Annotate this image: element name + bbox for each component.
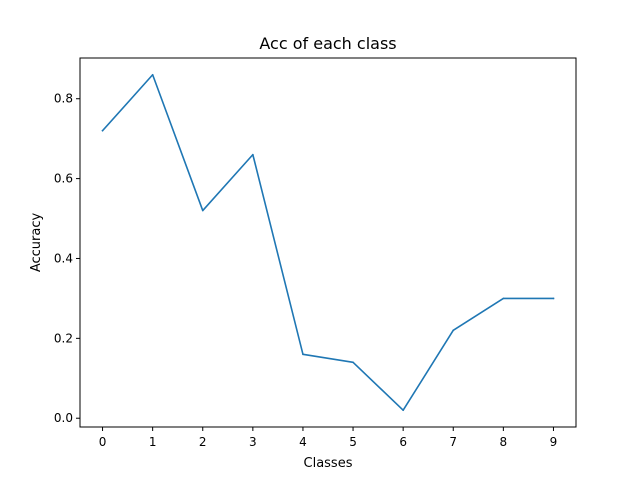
y-axis-label: Accuracy	[29, 213, 44, 273]
data-point	[352, 361, 354, 364]
data-point	[252, 153, 254, 156]
chart-title: Acc of each class	[259, 34, 396, 53]
plot-area-frame	[79, 57, 577, 428]
y-tick-label: 0.0	[54, 411, 73, 425]
data-point	[302, 353, 304, 356]
y-tick-label: 0.4	[54, 251, 73, 265]
data-point	[552, 297, 555, 300]
x-tick-label: 2	[199, 435, 207, 449]
data-point	[452, 329, 455, 332]
x-tick-label: 3	[249, 435, 257, 449]
x-tick-label: 6	[399, 435, 407, 449]
y-tick-label: 0.8	[54, 92, 73, 106]
x-tick-label: 9	[550, 435, 558, 449]
x-tick-label: 8	[500, 435, 508, 449]
data-point	[502, 297, 505, 300]
data-point	[101, 129, 104, 132]
x-axis-ticks: 0 1 2 3 4 5 6 7 8 9	[99, 427, 558, 449]
y-tick-label: 0.6	[54, 172, 73, 186]
x-axis-label: Classes	[304, 456, 353, 471]
x-tick-label: 7	[449, 435, 457, 449]
data-point	[151, 73, 154, 76]
series-line	[101, 73, 555, 412]
data-point	[402, 409, 404, 412]
y-tick-label: 0.2	[54, 331, 73, 345]
x-tick-label: 5	[349, 435, 357, 449]
x-tick-label: 4	[299, 435, 307, 449]
x-tick-label: 0	[99, 435, 107, 449]
x-tick-label: 1	[149, 435, 157, 449]
series-layer	[101, 73, 555, 412]
y-axis-ticks: 0.0 0.2 0.4 0.6 0.8	[54, 92, 80, 425]
data-point	[201, 209, 204, 212]
